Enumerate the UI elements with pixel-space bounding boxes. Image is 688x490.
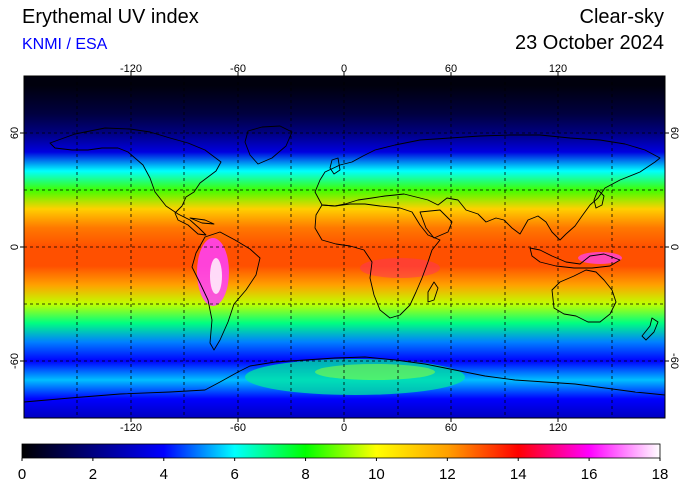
lon-label-bottom: -60 (230, 422, 246, 434)
colorbar-label: 4 (160, 466, 168, 483)
axis-ticks (20, 72, 669, 422)
cuba-coast (189, 217, 215, 225)
lat-lon-grid (24, 76, 665, 418)
africa-coast (314, 203, 441, 319)
colorbar-label: 14 (510, 466, 527, 483)
lon-label-top: 0 (341, 63, 347, 75)
colorbar-label: 8 (301, 466, 309, 483)
lon-labels-bottom: -120 -60 0 60 120 (120, 422, 567, 434)
lon-labels-top: -120 -60 0 60 120 (120, 63, 567, 75)
arabia-coast (419, 209, 453, 239)
lat-label-left: 0 (9, 244, 21, 250)
map-panel: -120 -60 0 60 120 -120 -60 0 60 120 60 0… (9, 63, 680, 434)
south-america-coast (191, 231, 261, 351)
lon-label-top: -60 (230, 63, 246, 75)
uk-coast (329, 157, 341, 175)
lon-label-bottom: 60 (445, 422, 457, 434)
lon-label-top: 120 (549, 63, 567, 75)
colorbar-ticks: 0 2 4 6 8 10 12 14 16 18 (18, 458, 669, 483)
new-zealand-coast (641, 317, 659, 341)
lon-label-bottom: 120 (549, 422, 567, 434)
lat-label-left: 60 (9, 127, 21, 139)
antarctic-peak (315, 364, 435, 380)
antarctica-coast (24, 356, 665, 403)
lon-label-top: -120 (120, 63, 142, 75)
new-guinea-hotspot (578, 252, 622, 264)
greenland-coast (244, 125, 293, 165)
lat-label-right: 0 (668, 244, 680, 250)
lon-label-bottom: 0 (341, 422, 347, 434)
madagascar-coast (427, 281, 439, 303)
lon-label-bottom: -120 (120, 422, 142, 434)
indonesia-coast (529, 247, 621, 269)
colorbar-label: 16 (581, 466, 598, 483)
date-label: 23 October 2024 (515, 32, 664, 54)
colorbar-label: 12 (439, 466, 456, 483)
colorbar-label: 18 (652, 466, 669, 483)
uv-hotspots (197, 238, 622, 395)
africa-hotspot (360, 258, 440, 278)
colorbar-scale (21, 443, 661, 459)
north-america-coast (49, 127, 222, 236)
japan-coast (593, 189, 605, 209)
colorbar-label: 10 (368, 466, 385, 483)
lat-labels-left: 60 0 -60 (9, 127, 21, 369)
source-label: KNMI / ESA (22, 36, 108, 53)
lon-label-top: 60 (445, 63, 457, 75)
condition-label: Clear-sky (579, 6, 664, 28)
coastlines (24, 125, 665, 403)
colorbar-label: 6 (230, 466, 238, 483)
europe-asia-coast (314, 134, 661, 241)
lat-labels-right: 60 0 -60 (668, 127, 680, 369)
colorbar: 0 2 4 6 8 10 12 14 16 18 (18, 443, 669, 483)
colorbar-label: 2 (89, 466, 97, 483)
colorbar-label: 0 (18, 466, 26, 483)
australia-coast (551, 269, 617, 323)
andes-peak (210, 258, 222, 294)
lat-label-right: 60 (668, 127, 680, 139)
lat-label-right: -60 (668, 353, 680, 369)
lat-label-left: -60 (9, 353, 21, 369)
map-title: Erythemal UV index (22, 6, 199, 28)
